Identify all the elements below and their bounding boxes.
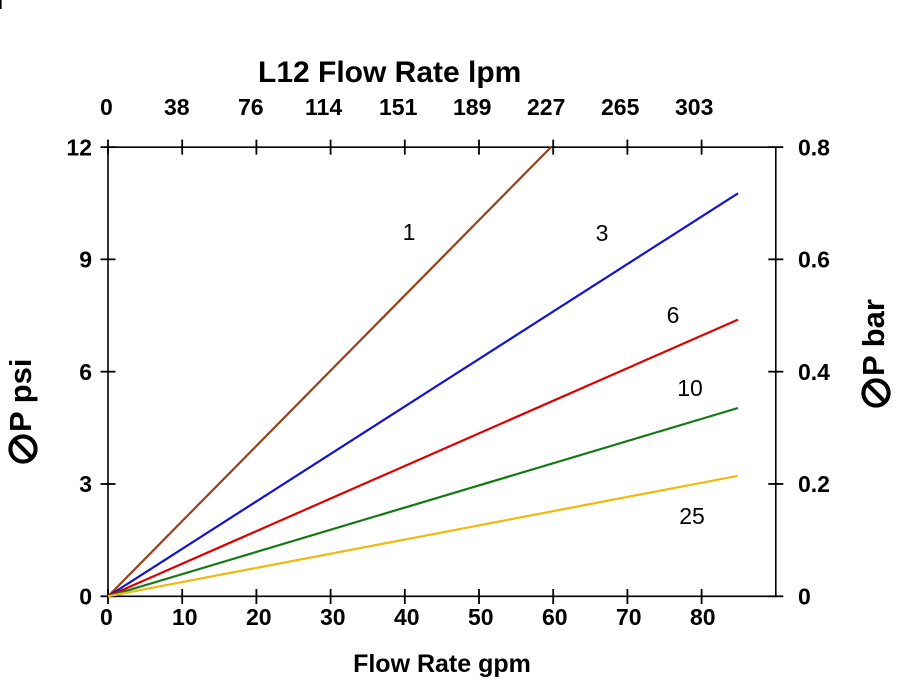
- svg-text:0: 0: [100, 604, 113, 630]
- svg-text:40: 40: [394, 604, 420, 630]
- svg-text:50: 50: [468, 604, 494, 630]
- svg-text:227: 227: [527, 94, 565, 120]
- svg-text:Flow Rate gpm: Flow Rate gpm: [353, 650, 531, 678]
- svg-text:Flow Rate lpm: Flow Rate lpm: [318, 56, 521, 89]
- svg-text:76: 76: [238, 94, 264, 120]
- svg-text:30: 30: [320, 604, 346, 630]
- svg-text:1: 1: [403, 219, 416, 245]
- svg-text:10: 10: [172, 604, 198, 630]
- svg-text:60: 60: [542, 604, 568, 630]
- svg-text:189: 189: [453, 94, 491, 120]
- svg-text:3: 3: [596, 220, 609, 246]
- svg-text:303: 303: [675, 94, 713, 120]
- svg-text:12: 12: [66, 134, 92, 160]
- svg-text:0.2: 0.2: [798, 471, 830, 497]
- svg-text:10: 10: [677, 375, 703, 401]
- svg-text:0: 0: [100, 94, 113, 120]
- svg-text:3: 3: [79, 471, 92, 497]
- svg-text:80: 80: [690, 604, 716, 630]
- svg-text:P bar: P bar: [856, 299, 891, 376]
- svg-text:P psi: P psi: [3, 358, 38, 432]
- svg-text:25: 25: [679, 503, 705, 529]
- svg-text:L12: L12: [258, 56, 310, 89]
- svg-text:20: 20: [246, 604, 272, 630]
- svg-text:0.6: 0.6: [798, 247, 830, 273]
- svg-text:6: 6: [79, 359, 92, 385]
- svg-text:38: 38: [164, 94, 190, 120]
- svg-text:70: 70: [616, 604, 642, 630]
- svg-text:0: 0: [79, 584, 92, 610]
- svg-text:151: 151: [379, 94, 418, 120]
- svg-text:6: 6: [667, 302, 680, 328]
- svg-text:0: 0: [798, 584, 811, 610]
- svg-text:9: 9: [79, 247, 92, 273]
- svg-text:0.4: 0.4: [798, 359, 830, 385]
- svg-text:265: 265: [601, 94, 640, 120]
- svg-text:0.8: 0.8: [798, 134, 830, 160]
- svg-text:114: 114: [305, 94, 342, 120]
